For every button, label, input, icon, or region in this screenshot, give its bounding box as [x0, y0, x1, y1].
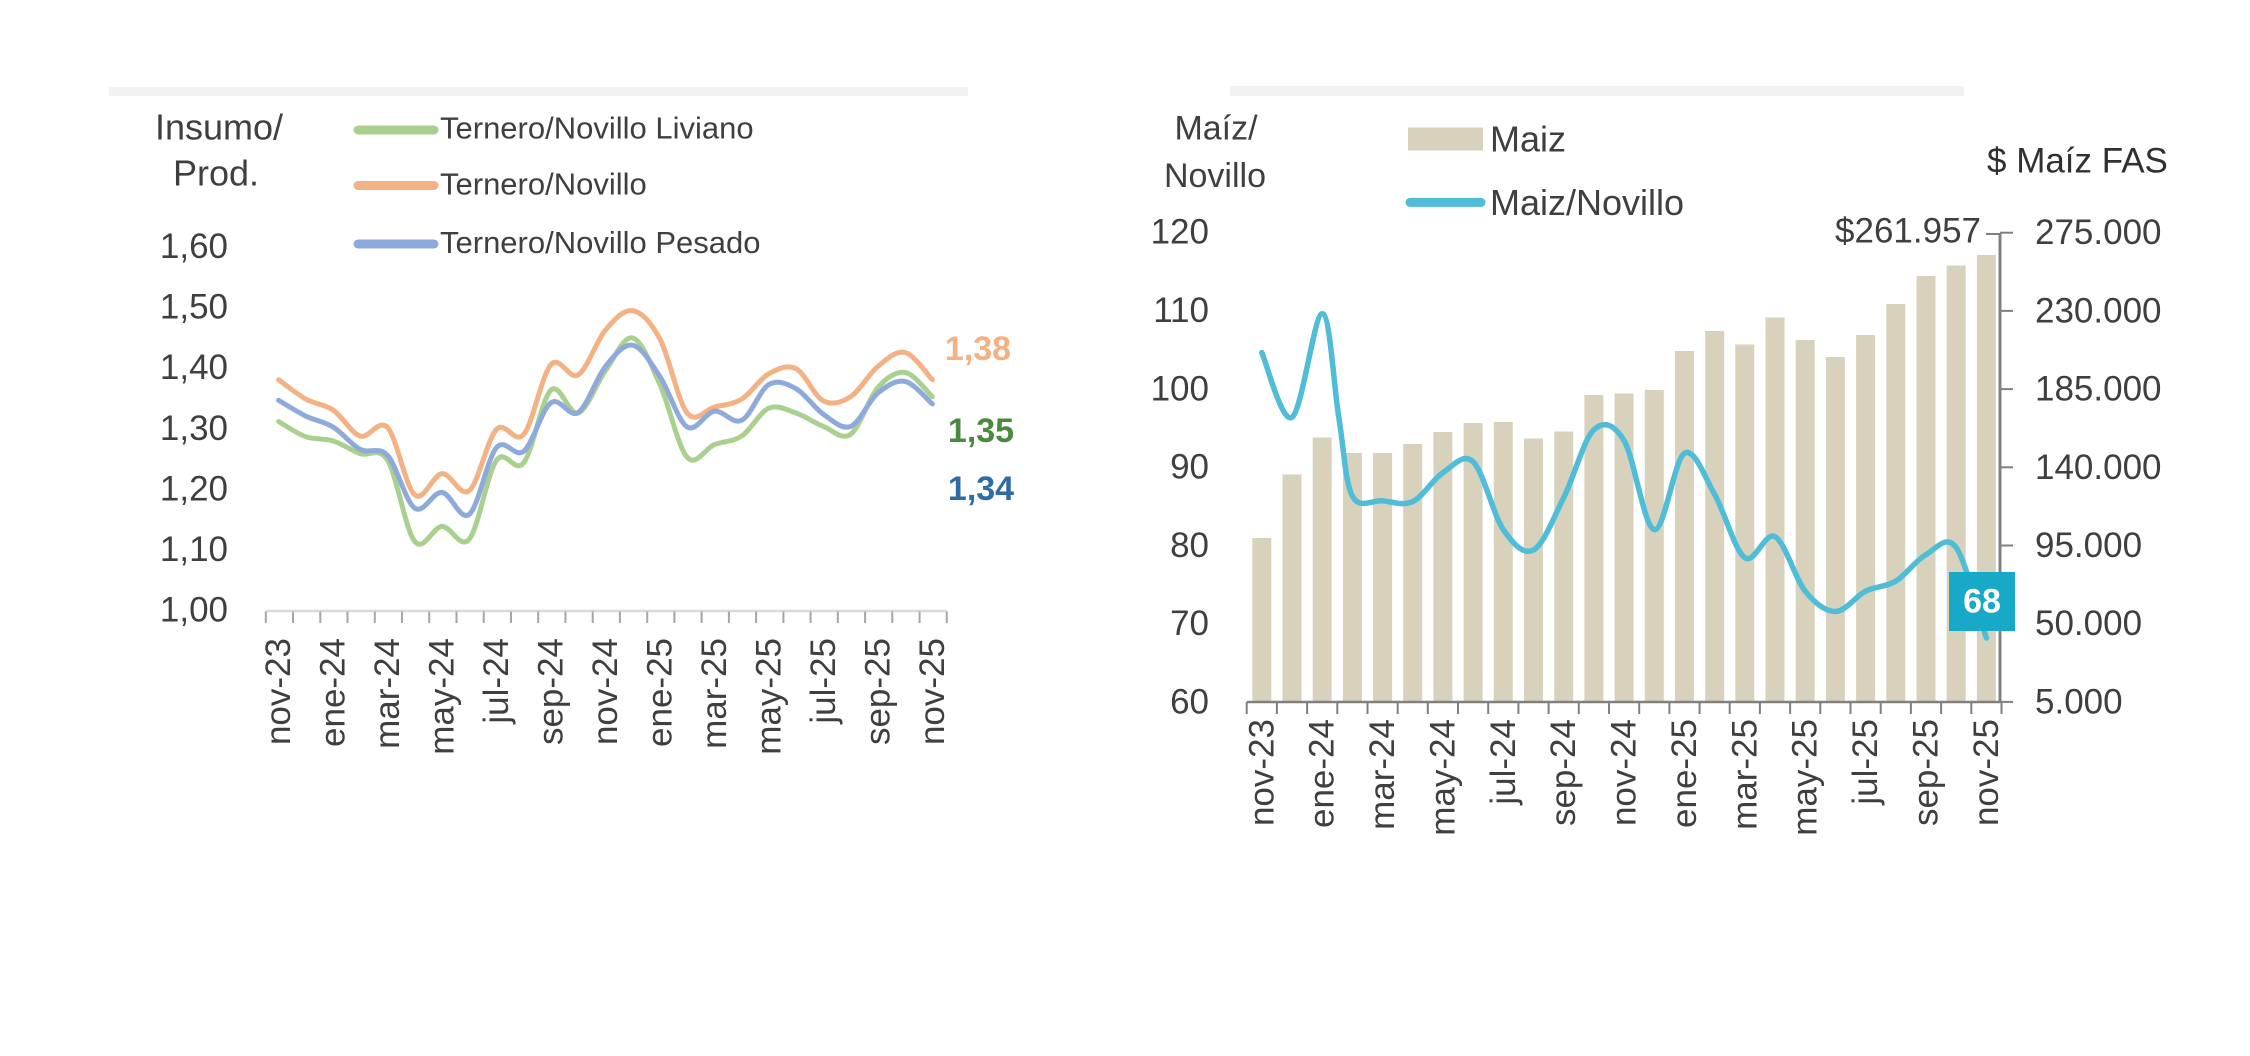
svg-text:1,38: 1,38: [945, 330, 1011, 368]
svg-text:nov-23: nov-23: [259, 638, 298, 745]
svg-text:90: 90: [1170, 448, 1209, 487]
svg-text:mar-25: mar-25: [1725, 719, 1764, 830]
svg-text:Insumo/: Insumo/: [155, 107, 283, 148]
svg-text:sep-25: sep-25: [1907, 719, 1946, 826]
svg-text:110: 110: [1153, 291, 1209, 330]
svg-text:95.000: 95.000: [2035, 526, 2142, 565]
svg-text:nov-24: nov-24: [586, 638, 625, 745]
svg-text:nov-24: nov-24: [1605, 719, 1644, 826]
svg-text:1,10: 1,10: [160, 530, 228, 569]
svg-text:nov-25: nov-25: [1967, 719, 2006, 826]
svg-text:1,60: 1,60: [160, 227, 228, 266]
svg-text:80: 80: [1170, 526, 1209, 565]
svg-text:ene-25: ene-25: [1665, 719, 1704, 828]
svg-text:140.000: 140.000: [2035, 448, 2162, 487]
svg-text:70: 70: [1170, 604, 1209, 643]
svg-text:1,20: 1,20: [160, 469, 228, 508]
svg-text:mar-24: mar-24: [1363, 719, 1402, 830]
svg-text:mar-25: mar-25: [695, 638, 734, 749]
svg-text:50.000: 50.000: [2035, 604, 2142, 643]
svg-text:$ Maíz FAS: $ Maíz FAS: [1987, 142, 2168, 181]
svg-text:jul-24: jul-24: [477, 638, 516, 725]
svg-text:1,35: 1,35: [948, 412, 1014, 450]
svg-text:mar-24: mar-24: [368, 638, 407, 749]
svg-text:275.000: 275.000: [2035, 213, 2162, 252]
svg-text:60: 60: [1170, 683, 1209, 722]
svg-text:jul-25: jul-25: [804, 638, 843, 725]
svg-text:1,40: 1,40: [160, 348, 228, 387]
svg-text:68: 68: [1963, 583, 2001, 621]
svg-text:100: 100: [1151, 369, 1209, 408]
svg-text:Novillo: Novillo: [1164, 157, 1266, 195]
svg-text:Ternero/Novillo: Ternero/Novillo: [440, 167, 647, 202]
svg-text:may-25: may-25: [749, 638, 788, 755]
svg-text:Ternero/Novillo Liviano: Ternero/Novillo Liviano: [440, 111, 754, 146]
svg-text:ene-25: ene-25: [641, 638, 680, 747]
svg-text:Maiz: Maiz: [1490, 119, 1566, 160]
svg-text:Maíz/: Maíz/: [1174, 110, 1258, 148]
svg-text:may-25: may-25: [1786, 719, 1825, 836]
svg-text:jul-25: jul-25: [1846, 719, 1885, 806]
svg-text:jul-24: jul-24: [1484, 719, 1523, 806]
svg-text:nov-25: nov-25: [913, 638, 952, 745]
svg-text:230.000: 230.000: [2035, 291, 2162, 330]
svg-text:Maiz/Novillo: Maiz/Novillo: [1490, 182, 1684, 223]
svg-text:may-24: may-24: [423, 638, 462, 755]
svg-text:ene-24: ene-24: [314, 638, 353, 747]
svg-text:nov-23: nov-23: [1242, 719, 1281, 826]
svg-text:185.000: 185.000: [2035, 370, 2162, 409]
svg-text:120: 120: [1151, 213, 1209, 252]
svg-text:sep-24: sep-24: [532, 638, 571, 745]
svg-text:1,34: 1,34: [948, 470, 1014, 508]
svg-text:sep-24: sep-24: [1544, 719, 1583, 826]
svg-text:Prod.: Prod.: [173, 153, 259, 194]
svg-text:ene-24: ene-24: [1303, 719, 1342, 828]
svg-text:1,30: 1,30: [160, 409, 228, 448]
svg-text:Ternero/Novillo Pesado: Ternero/Novillo Pesado: [440, 225, 761, 260]
svg-text:sep-25: sep-25: [858, 638, 897, 745]
svg-text:1,00: 1,00: [160, 591, 228, 630]
svg-text:$261.957: $261.957: [1835, 212, 1981, 251]
svg-text:1,50: 1,50: [160, 288, 228, 327]
svg-text:5.000: 5.000: [2035, 682, 2123, 721]
svg-text:may-24: may-24: [1423, 719, 1462, 836]
